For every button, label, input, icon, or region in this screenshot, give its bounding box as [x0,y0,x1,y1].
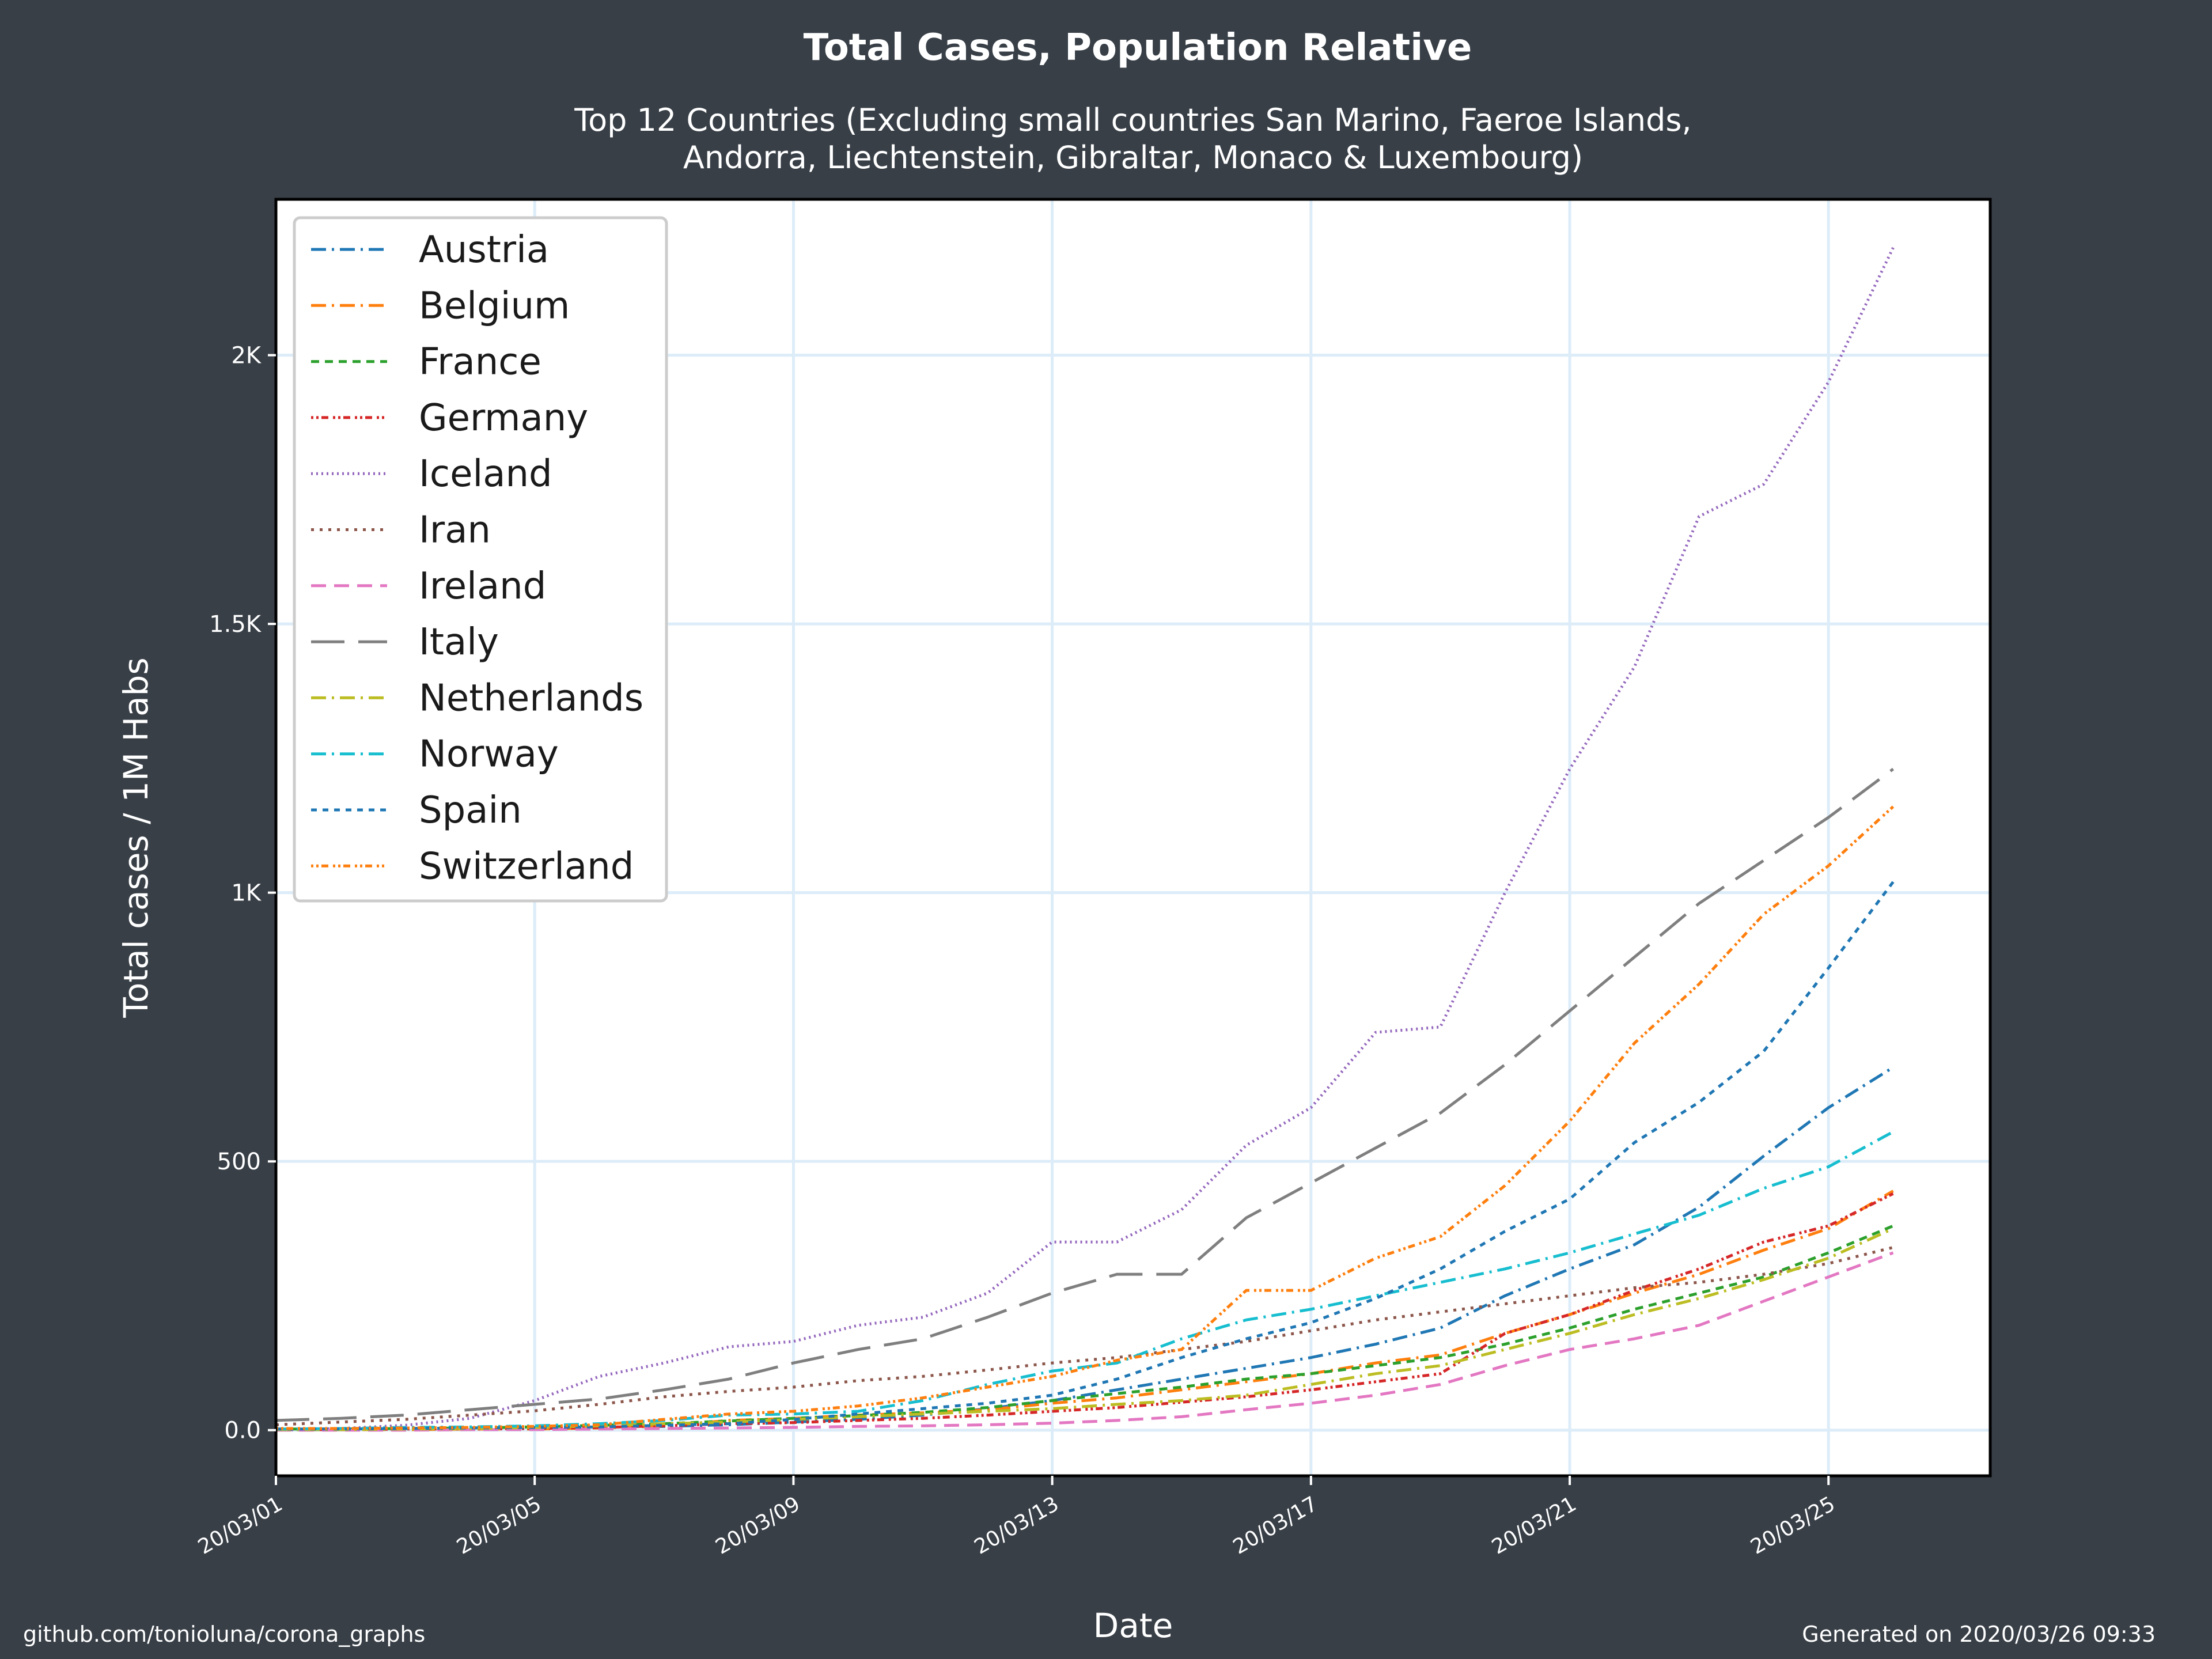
legend-label: Switzerland [419,845,634,888]
series-lines [275,247,1895,1432]
x-tick-label: 20/03/01 [194,1492,287,1559]
series-line-switzerland [276,805,1895,1430]
x-tick-label: 20/03/25 [1747,1492,1839,1559]
source-credit: github.com/tonioluna/corona_graphs [23,1622,425,1647]
x-axis-label: Date [1093,1606,1173,1645]
x-tick-label: 20/03/13 [971,1492,1063,1559]
legend-label: Ireland [419,565,546,608]
chart-subtitle-line-2: Andorra, Liechtenstein, Gibraltar, Monac… [683,139,1583,176]
chart-subtitle-line-1: Top 12 Countries (Excluding small countr… [574,102,1691,138]
legend-label: Norway [419,733,559,776]
y-axis-label: Total cases / 1M Habs [116,657,156,1018]
legend-label: France [419,341,541,384]
legend-label: Netherlands [419,677,643,719]
y-tick-label: 0.0 [224,1418,261,1444]
legend-label: Germany [419,397,588,440]
series-line-iran [275,1246,1894,1426]
y-tick-label: 2K [231,343,262,369]
y-tick-label: 1.5K [209,611,262,638]
series-line-ireland [276,1251,1894,1432]
x-axis-ticks: 20/03/01 20/03/05 20/03/09 20/03/13 20/03/17… [194,1476,1839,1559]
legend-label: Italy [419,621,499,664]
x-tick-label: 20/03/17 [1229,1492,1322,1559]
legend-label: Iceland [419,453,552,495]
legend-box [293,216,668,903]
generated-timestamp: Generated on 2020/03/26 09:33 [1802,1622,2156,1647]
y-tick-label: 500 [217,1149,261,1175]
y-axis-ticks: 0.0 500 1K 1.5K 2K [209,343,276,1444]
legend-label: Belgium [419,285,570,327]
legend-label: Iran [419,509,491,552]
legend-label: Austria [419,229,549,271]
chart-title: Total Cases, Population Relative [804,26,1472,69]
series-line-italy [275,767,1894,1422]
legend-label: Spain [419,789,522,832]
x-tick-label: 20/03/09 [711,1492,804,1559]
y-tick-label: 1K [231,880,262,907]
x-tick-label: 20/03/05 [453,1492,546,1559]
legend: Austria Belgium France Germany Iceland Iran Ir… [293,216,668,903]
plot-frame [274,198,1992,1478]
x-tick-label: 20/03/21 [1488,1492,1581,1559]
